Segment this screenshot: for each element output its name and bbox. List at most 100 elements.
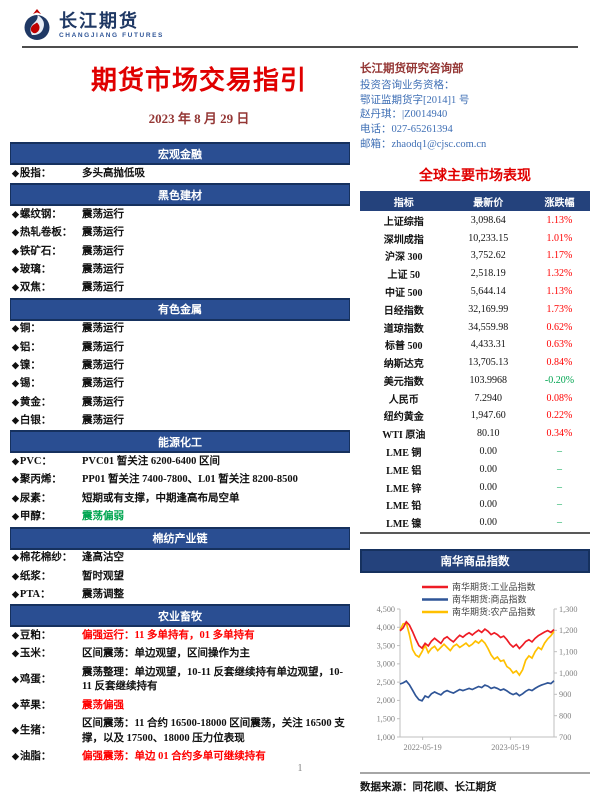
guide-row-value: 震荡运行 bbox=[82, 282, 124, 294]
diamond-bullet-icon: ◆ bbox=[12, 492, 19, 503]
guide-row: ◆玻璃： 震荡运行 bbox=[10, 261, 350, 279]
guide-row: ◆豆粕： 偏强运行：11 多单持有，01 多单持有 bbox=[10, 627, 350, 645]
series-line bbox=[399, 679, 555, 702]
contact-info: 投资咨询业务资格： 鄂证监期货字[2014]1 号赵丹琪：|Z0014940 电话：… bbox=[360, 79, 590, 152]
contact-line: 电话：027-65261394 bbox=[360, 124, 453, 136]
diamond-bullet-icon: ◆ bbox=[12, 378, 19, 389]
guide-row-name: 鸡蛋： bbox=[19, 674, 52, 686]
guide-row-label: ◆双焦： bbox=[12, 281, 82, 296]
market-change: 0.62% bbox=[546, 321, 573, 333]
guide-row: ◆黄金： 震荡运行 bbox=[10, 394, 350, 412]
market-last-price: 1,947.60 bbox=[470, 410, 506, 422]
guide-row: ◆鸡蛋： 震荡整理：单边观望，10-11 反套继续持有单边观望，10-11 反套继… bbox=[10, 664, 350, 697]
market-table-title: 全球主要市场表现 bbox=[419, 167, 531, 184]
guide-row-label: ◆铁矿石： bbox=[12, 245, 82, 260]
market-index-name: 上证综指 bbox=[383, 216, 424, 228]
logo-name-cn: 长江期货 bbox=[59, 10, 139, 31]
section-header: 棉纺产业链 bbox=[10, 526, 350, 550]
guide-row-label: ◆生猪： bbox=[12, 724, 82, 739]
guide-row-label: ◆油脂： bbox=[12, 750, 82, 765]
guide-row-value: 震荡偏弱 bbox=[82, 511, 124, 523]
market-change: 1.13% bbox=[546, 214, 573, 226]
diamond-bullet-icon: ◆ bbox=[12, 263, 19, 274]
market-last-price: 0.00 bbox=[479, 499, 498, 511]
y-tick-label-right: 800 bbox=[559, 711, 571, 720]
market-last-price: 7.2940 bbox=[474, 392, 503, 404]
market-col-header: 涨跌幅 bbox=[528, 191, 590, 212]
market-change: -0.20% bbox=[544, 374, 575, 386]
guide-row-value: 震荡运行 bbox=[82, 245, 124, 257]
guide-row: ◆双焦： 震荡运行 bbox=[10, 279, 350, 297]
guide-row-label: ◆铝： bbox=[12, 341, 82, 356]
market-index-name: 日经指数 bbox=[383, 305, 424, 317]
diamond-bullet-icon: ◆ bbox=[12, 725, 19, 736]
y-tick-label-left: 4,000 bbox=[377, 623, 395, 632]
guide-row-name: 玉米： bbox=[19, 648, 52, 660]
guide-row-label: ◆纸浆： bbox=[12, 570, 82, 585]
market-change: – bbox=[556, 481, 562, 493]
guide-row-value: 震荡运行 bbox=[82, 341, 124, 353]
guide-row-label: ◆螺纹钢： bbox=[12, 208, 82, 223]
guide-row-name: 聚丙烯： bbox=[19, 474, 62, 486]
guide-row-name: 尿素： bbox=[19, 492, 52, 504]
guide-row-name: 铜： bbox=[19, 323, 41, 335]
market-row: 日经指数 32,169.99 1.73% bbox=[360, 300, 590, 318]
market-last-price: 2,518.19 bbox=[470, 268, 506, 280]
y-tick-label-left: 3,500 bbox=[377, 641, 395, 650]
section-header: 有色金属 bbox=[10, 297, 350, 321]
market-row: 道琼指数 34,559.98 0.62% bbox=[360, 318, 590, 336]
y-tick-label-right: 1,100 bbox=[559, 647, 577, 656]
data-source: 数据来源：同花顺、长江期货 bbox=[360, 781, 497, 793]
guide-row-value: 震荡运行 bbox=[82, 323, 124, 335]
market-row: WTI 原油 80.10 0.34% bbox=[360, 425, 590, 443]
market-index-name: 沪深 300 bbox=[385, 252, 423, 264]
guide-row-name: 棉花棉纱： bbox=[19, 552, 73, 564]
logo-icon bbox=[24, 9, 50, 40]
guide-row-label: ◆热轧卷板： bbox=[12, 226, 82, 241]
market-last-price: 10,233.15 bbox=[468, 232, 509, 244]
market-row: 人民币 7.2940 0.08% bbox=[360, 389, 590, 407]
diamond-bullet-icon: ◆ bbox=[12, 396, 19, 407]
market-row: LME 锌 0.00 – bbox=[360, 478, 590, 496]
guide-row-label: ◆白银： bbox=[12, 414, 82, 429]
guide-row: ◆铝： 震荡运行 bbox=[10, 339, 350, 357]
market-index-name: 道琼指数 bbox=[383, 323, 424, 335]
guide-row: ◆玉米： 区间震荡：单边观望，区间操作为主 bbox=[10, 646, 350, 664]
guide-row-value: 逢高沽空 bbox=[82, 552, 124, 564]
guide-row: ◆铁矿石： 震荡运行 bbox=[10, 243, 350, 261]
diamond-bullet-icon: ◆ bbox=[12, 570, 19, 581]
guide-row-value: 震荡整理：单边观望，10-11 反套继续持有单边观望，10-11 反套继续持有 bbox=[82, 666, 344, 693]
y-tick-label-right: 1,300 bbox=[559, 604, 577, 613]
nanhua-chart-container: 4,500 4,000 3,500 3,000 2,500 2,000 1,500 1,000… bbox=[360, 577, 590, 770]
guide-row: ◆甲醇： 震荡偏弱 bbox=[10, 508, 350, 526]
market-index-name: LME 铜 bbox=[386, 447, 422, 459]
market-row: 标普 500 4,433.31 0.63% bbox=[360, 336, 590, 354]
market-index-name: LME 铝 bbox=[386, 465, 422, 477]
diamond-bullet-icon: ◆ bbox=[12, 674, 19, 685]
guide-row-label: ◆PTA： bbox=[12, 588, 82, 603]
market-change: 0.34% bbox=[546, 428, 573, 440]
diamond-bullet-icon: ◆ bbox=[12, 699, 19, 710]
guide-row: ◆苹果： 震荡偏强 bbox=[10, 697, 350, 715]
market-row: 纽约黄金 1,947.60 0.22% bbox=[360, 407, 590, 425]
guide-row: ◆纸浆： 暂时观望 bbox=[10, 568, 350, 586]
global-markets-table: 指标 最新价 涨跌幅 上证综指 3,098.64 1.13% 深圳成指 10,233.15 1… bbox=[360, 191, 590, 534]
market-index-name: LME 铅 bbox=[386, 501, 422, 513]
x-tick-label: 2022-05-19 bbox=[404, 743, 442, 752]
guide-row-name: 苹果： bbox=[19, 699, 52, 711]
legend-label: 南华期货:农产品指数 bbox=[452, 606, 536, 617]
guide-row-value: 震荡运行 bbox=[82, 396, 124, 408]
market-change: – bbox=[556, 499, 562, 511]
market-row: 上证 50 2,518.19 1.32% bbox=[360, 265, 590, 283]
right-column: 长江期货研究咨询部 投资咨询业务资格： 鄂证监期货字[2014]1 号赵丹琪：|Z… bbox=[360, 48, 590, 794]
guide-row-name: 镍： bbox=[19, 360, 41, 372]
y-tick-label-left: 1,500 bbox=[377, 714, 395, 723]
guide-row-label: ◆玻璃： bbox=[12, 263, 82, 278]
guide-row-label: ◆尿素： bbox=[12, 492, 82, 507]
diamond-bullet-icon: ◆ bbox=[12, 750, 19, 761]
title-block: 期货市场交易指引 2023 年 8 月 29 日 bbox=[10, 60, 350, 127]
guide-row-label: ◆PVC： bbox=[12, 455, 82, 470]
header-divider bbox=[22, 46, 578, 48]
series-line bbox=[399, 619, 555, 650]
contact-line: 邮箱：zhaodq1@cjsc.com.cn bbox=[360, 138, 487, 150]
